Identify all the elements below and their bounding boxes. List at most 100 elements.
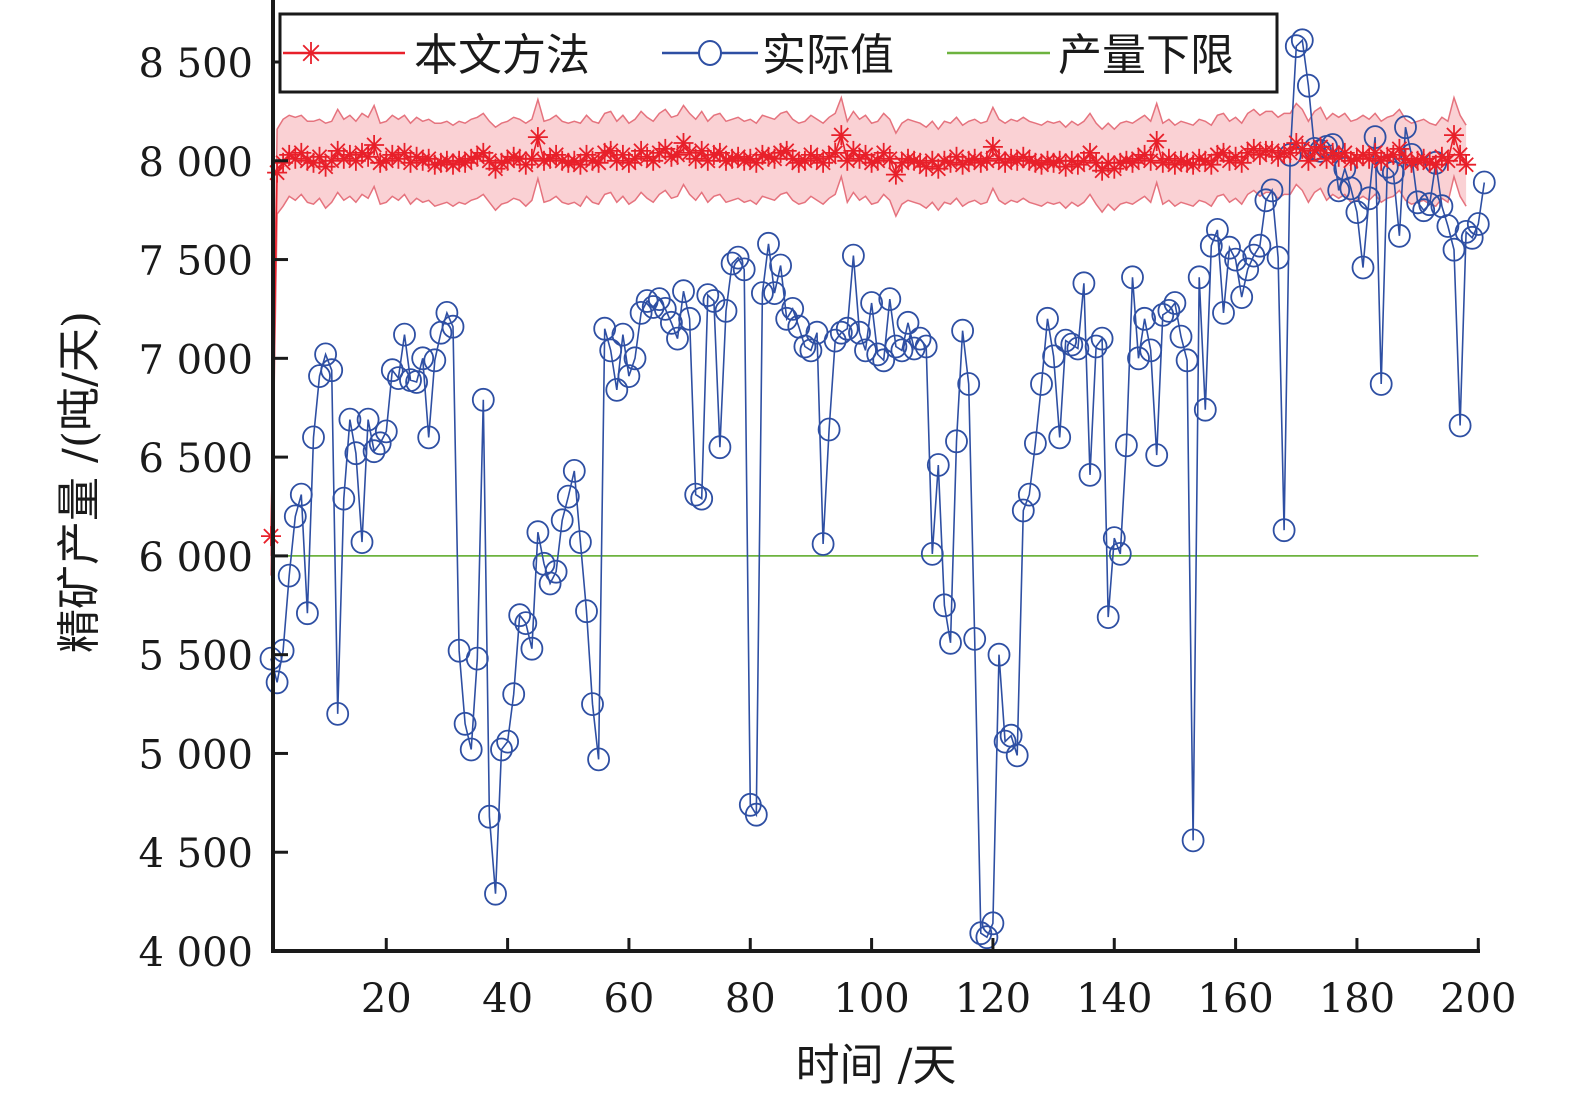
method-point [1425, 154, 1446, 175]
actual-point [362, 439, 386, 464]
plot-area [259, 28, 1496, 950]
actual-point [678, 306, 701, 331]
actual-point [484, 881, 507, 906]
actual-point [1175, 348, 1199, 373]
actual-point [811, 532, 835, 556]
actual-point [1272, 518, 1296, 543]
actual-point [660, 310, 683, 335]
method-point [661, 146, 682, 167]
actual-point [1169, 324, 1193, 349]
x-tick-label: 20 [361, 976, 412, 1022]
actual-point [544, 559, 568, 584]
actual-point [975, 925, 999, 950]
confidence-band-upper-edge [270, 94, 1467, 556]
y-ticks: 4 000 4 500 5 000 5 500 6 000 6 500 7 000 7 500… [138, 41, 288, 976]
actual-point [423, 348, 447, 373]
actual-point [393, 322, 416, 347]
actual-point [1187, 265, 1211, 290]
actual-point [1030, 372, 1053, 396]
actual-point [1206, 217, 1229, 242]
x-tick-label: 40 [482, 976, 533, 1022]
actual-point [1127, 346, 1150, 371]
y-tick-label: 6 000 [138, 535, 253, 581]
method-point [1037, 150, 1058, 171]
actual-point [1163, 291, 1187, 315]
y-tick-label: 6 500 [138, 436, 253, 482]
actual-point [1284, 34, 1308, 59]
confidence-band-lower-edge [270, 173, 1467, 576]
actual-point [720, 251, 744, 276]
actual-point [1108, 542, 1132, 566]
actual-point [1472, 170, 1496, 195]
legend-label-actual: 实际值 [762, 30, 894, 81]
actual-point [1442, 237, 1466, 262]
legend-label-lower-limit: 产量下限 [1058, 30, 1234, 81]
actual-point [1394, 115, 1417, 140]
actual-point [441, 314, 465, 339]
method-point [825, 142, 846, 163]
actual-point [605, 377, 629, 402]
legend-entry-method: 本文方法 [283, 30, 590, 81]
actual-point [623, 346, 647, 371]
method-point [345, 150, 366, 171]
method-point [1146, 131, 1167, 151]
x-axis-title: 时间 /天 [796, 1040, 957, 1091]
actual-point [1327, 178, 1351, 203]
actual-point [963, 627, 987, 651]
x-tick-label: 120 [955, 976, 1031, 1022]
method-point [1444, 125, 1464, 146]
x-tick-label: 160 [1197, 976, 1273, 1022]
legend-entry-lower-limit: 产量下限 [947, 30, 1234, 81]
actual-point [1406, 190, 1429, 215]
actual-point [1042, 344, 1065, 369]
actual-point [823, 328, 847, 353]
actual-series-markers [259, 28, 1496, 950]
actual-point [629, 300, 653, 325]
actual-point [757, 231, 780, 256]
actual-point [744, 802, 768, 827]
method-point [588, 152, 609, 173]
actual-point [987, 642, 1011, 667]
x-tick-label: 180 [1319, 976, 1395, 1022]
actual-point [939, 630, 962, 655]
actual-point [1121, 265, 1144, 290]
method-point [1201, 154, 1222, 175]
actual-point [1230, 285, 1254, 310]
actual-point [842, 243, 865, 268]
method-point [1231, 152, 1252, 173]
actual-point [1181, 828, 1205, 853]
actual-point [1224, 247, 1247, 272]
actual-point [338, 407, 362, 432]
actual-point [617, 364, 641, 389]
y-tick-label: 4 000 [138, 930, 253, 976]
actual-point [502, 682, 526, 707]
actual-point [781, 296, 805, 321]
actual-point [326, 702, 350, 726]
x-tick-label: 60 [603, 976, 654, 1022]
actual-point [1090, 326, 1114, 351]
actual-point [1151, 302, 1175, 327]
actual-point [878, 287, 902, 312]
method-point [552, 150, 573, 171]
actual-point [848, 320, 871, 345]
actual-point [1248, 233, 1272, 258]
method-point [709, 142, 730, 163]
actual-point [569, 530, 592, 554]
method-point [1122, 152, 1143, 173]
actual-point [1072, 271, 1096, 296]
actual-point [860, 291, 883, 315]
legend-asterisk-icon [300, 42, 322, 64]
method-point [685, 148, 706, 169]
actual-point [829, 320, 853, 345]
actual-point [611, 322, 635, 347]
method-point [527, 127, 548, 148]
method-point [673, 133, 694, 153]
method-point [1450, 144, 1471, 165]
actual-point [951, 318, 974, 343]
actual-point [1290, 28, 1314, 53]
actual-point [1357, 186, 1381, 211]
actual-point [465, 646, 489, 671]
actual-point [708, 435, 732, 460]
actual-point [1418, 192, 1442, 217]
